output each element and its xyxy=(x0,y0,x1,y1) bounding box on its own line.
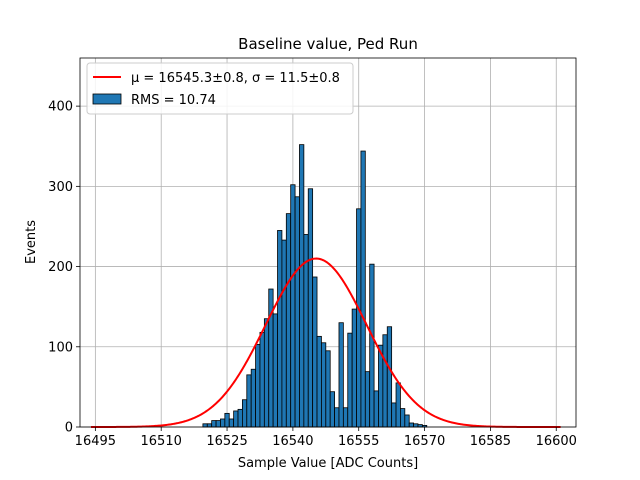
x-tick-label: 16555 xyxy=(338,434,379,449)
histogram-bar xyxy=(220,418,226,428)
legend-box xyxy=(86,62,354,115)
histogram-bar xyxy=(312,276,318,428)
histogram-bar xyxy=(294,196,300,428)
histogram-bar xyxy=(369,263,375,428)
histogram-bar xyxy=(277,230,283,428)
histogram-bar xyxy=(334,407,340,428)
histogram-bar xyxy=(364,371,371,428)
y-axis-ticks: 0 100 200 300 400 xyxy=(48,100,80,436)
legend-fit-label: μ = 16545.3±0.8, σ = 11.5±0.8 xyxy=(131,71,340,86)
x-tick-label: 16570 xyxy=(404,434,445,449)
x-tick-label: 16600 xyxy=(536,434,577,449)
histogram-bar xyxy=(281,239,287,428)
histogram-bar xyxy=(255,343,261,428)
histogram-bar xyxy=(250,368,256,428)
histogram-bar xyxy=(242,399,248,428)
plot-frame xyxy=(79,57,577,428)
histogram-bar xyxy=(285,213,292,428)
legend: μ = 16545.3±0.8, σ = 11.5±0.8 RMS = 10.7… xyxy=(86,62,354,115)
histogram-bar xyxy=(233,410,239,428)
y-tick-label: 300 xyxy=(48,180,73,195)
histogram-bar xyxy=(224,412,230,428)
histogram-bar xyxy=(395,382,401,428)
histogram-bar xyxy=(290,184,296,428)
histogram-bar xyxy=(321,342,327,428)
histogram-bar xyxy=(316,335,322,428)
x-tick-label: 16540 xyxy=(272,434,313,449)
histogram-bar xyxy=(259,331,265,428)
legend-hist-label: RMS = 10.74 xyxy=(131,93,216,108)
fit-curve xyxy=(90,257,561,428)
chart-title: Baseline value, Ped Run xyxy=(238,35,418,53)
y-tick-label: 100 xyxy=(48,340,73,355)
histogram-bar xyxy=(413,423,419,428)
histogram-bar xyxy=(373,390,379,428)
histogram-bar xyxy=(356,208,362,428)
x-tick-label: 16510 xyxy=(141,434,182,449)
x-axis-ticks: 16495 16510 16525 16540 16555 16570 16585 16600 xyxy=(75,427,577,449)
histogram-bar xyxy=(237,408,243,428)
histogram-bar xyxy=(211,420,217,428)
histogram-bar xyxy=(400,408,406,428)
histogram-bar xyxy=(228,418,235,428)
histogram-bar xyxy=(263,318,270,428)
histogram-bar xyxy=(347,332,353,428)
histogram-bar xyxy=(307,188,314,428)
histogram-bar xyxy=(360,150,366,428)
histogram-bar xyxy=(338,322,344,428)
histogram-bar xyxy=(299,144,305,428)
y-axis-label: Events xyxy=(24,220,39,264)
histogram-bar xyxy=(382,334,388,428)
x-axis-label: Sample Value [ADC Counts] xyxy=(238,456,418,471)
histogram-bar xyxy=(202,423,208,428)
x-tick-label: 16585 xyxy=(470,434,511,449)
histogram-bar xyxy=(351,308,357,428)
histogram-bar xyxy=(386,326,393,428)
histogram-bar xyxy=(206,423,213,428)
x-tick-label: 16495 xyxy=(75,434,116,449)
y-tick-label: 200 xyxy=(48,260,73,275)
y-tick-label: 0 xyxy=(65,421,73,436)
histogram-bar xyxy=(246,374,252,428)
histogram-bars xyxy=(202,144,428,428)
histogram-bar xyxy=(215,420,221,428)
histogram-bar xyxy=(329,391,335,428)
histogram-bar xyxy=(272,313,278,428)
y-tick-label: 400 xyxy=(48,100,73,115)
histogram-bar xyxy=(404,414,410,428)
histogram-bar xyxy=(391,402,397,428)
histogram-bar xyxy=(342,407,349,428)
legend-hist-swatch xyxy=(92,93,122,105)
histogram-bar xyxy=(325,350,331,428)
histogram-bar xyxy=(408,422,414,428)
x-tick-label: 16525 xyxy=(206,434,247,449)
